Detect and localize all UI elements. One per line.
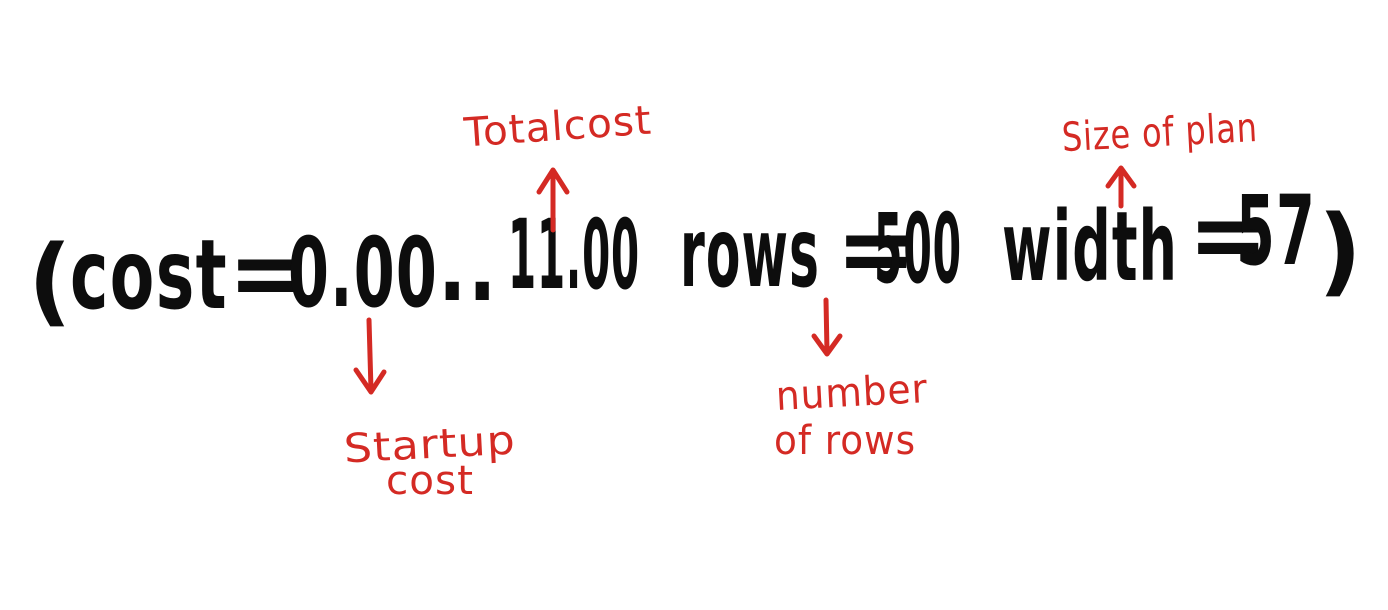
annotation-startup-cost: Startup cost (343, 317, 517, 504)
startup-value: 0.00 (288, 217, 438, 329)
number-of-rows-line2: of rows (774, 418, 916, 464)
width-label: width (1002, 191, 1178, 303)
arrow-up-icon (1105, 165, 1137, 209)
equals-3: = (1188, 179, 1270, 291)
total-value: 11.00 (508, 199, 640, 311)
expression: ( cost = 0.00 .. 11.00 rows = 500 width … (28, 175, 1364, 337)
annotation-size-of-plan: Size of plan (1061, 105, 1259, 209)
rows-value: 500 (874, 193, 962, 305)
cost-label: cost (70, 219, 228, 331)
equals-2: = (836, 193, 918, 305)
startup-cost-line2: cost (386, 458, 474, 504)
equals-1: = (228, 217, 310, 329)
startup-cost-line1: Startup (343, 418, 517, 473)
size-of-plan-label: Size of plan (1061, 105, 1259, 161)
arrow-up-icon (536, 167, 570, 233)
arrow-down-icon (353, 317, 387, 395)
rows-label: rows (680, 197, 820, 309)
total-cost-label: Totalcost (462, 98, 654, 157)
number-of-rows-line1: number (775, 366, 929, 420)
range-dots: .. (438, 211, 498, 323)
annotation-number-of-rows: number of rows (774, 297, 929, 464)
open-paren: ( (28, 225, 74, 337)
arrow-down-icon (811, 297, 843, 357)
close-paren: ) (1318, 195, 1364, 307)
width-value: 57 (1236, 175, 1316, 287)
